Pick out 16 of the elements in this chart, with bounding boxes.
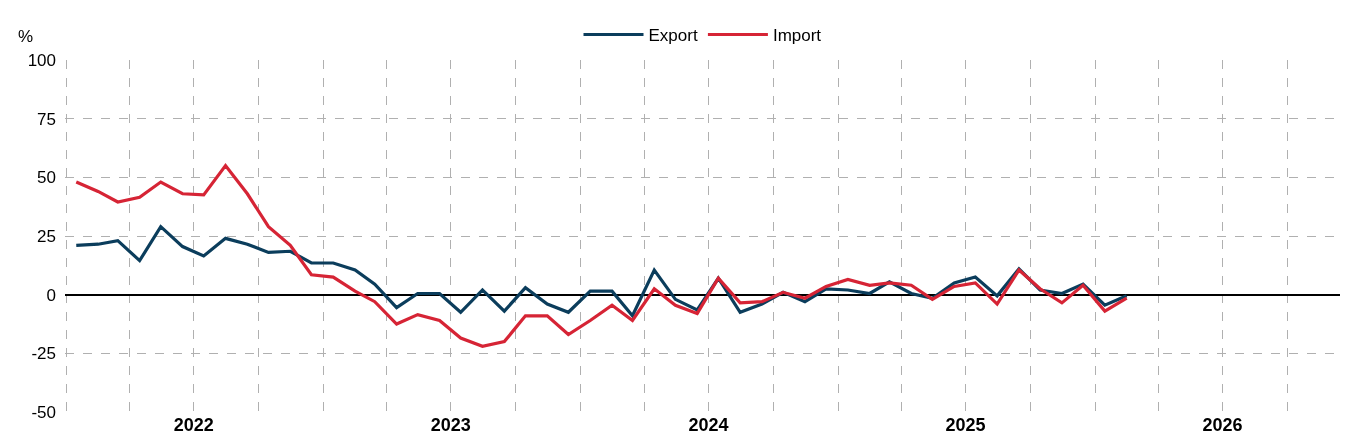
y-tick-label: 25 xyxy=(37,226,56,246)
legend-label: Export xyxy=(648,26,698,46)
x-tick-label: 2026 xyxy=(1202,415,1243,435)
x-tick-label: 2025 xyxy=(945,415,986,435)
x-tick-label: 2024 xyxy=(688,415,729,435)
y-tick-label: 50 xyxy=(37,168,56,188)
x-tick-label: 2022 xyxy=(173,415,214,435)
y-axis-title: % xyxy=(18,27,34,46)
y-tick-label: -25 xyxy=(31,344,56,364)
y-tick-label: -50 xyxy=(31,402,56,422)
legend-label: Import xyxy=(772,26,822,46)
y-tick-label: 0 xyxy=(46,285,56,305)
line-series xyxy=(74,164,1129,348)
y-tick-label: 100 xyxy=(27,50,56,70)
y-tick-label: 75 xyxy=(37,109,56,129)
x-tick-label: 2023 xyxy=(430,415,471,435)
